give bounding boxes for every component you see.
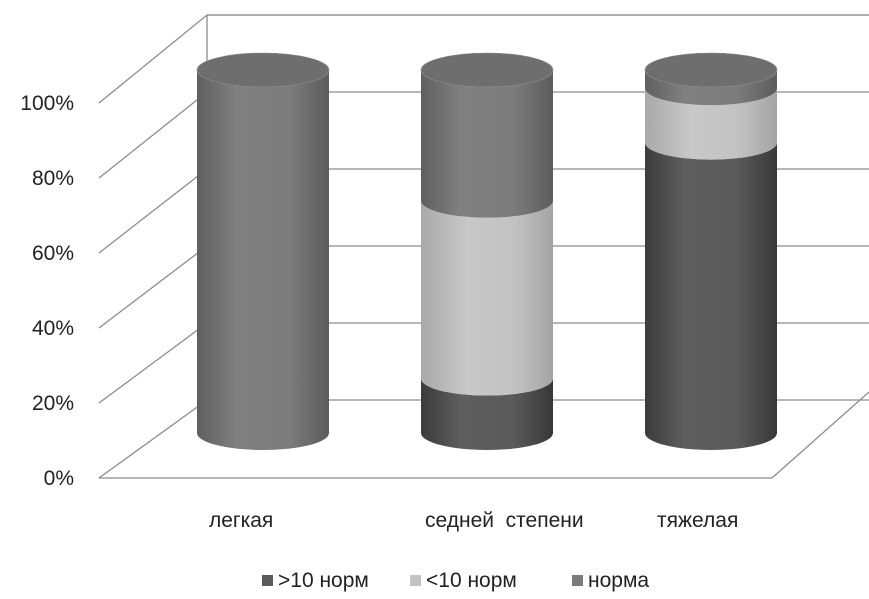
cylinder-bar [196, 52, 330, 450]
x-category-label: тяжелая [657, 509, 738, 532]
y-tick-label: 40% [32, 317, 74, 340]
bar-cap [420, 52, 554, 88]
y-tick-label: 100% [20, 92, 74, 115]
legend-label: <10 норм [426, 569, 517, 592]
legend-item: норма [572, 569, 649, 592]
bar-segment [421, 200, 553, 396]
legend-label: >10 норм [278, 569, 369, 592]
cylinder-bar [644, 52, 778, 450]
legend-item: <10 норм [410, 569, 517, 592]
bar-segment [645, 70, 777, 106]
cylinder-bar [420, 52, 554, 450]
y-axis-ticks: 0% 20% 40% 60% 80% 100% [20, 92, 74, 490]
legend-item: >10 норм [262, 569, 369, 592]
floor-right-edge [771, 391, 869, 479]
legend-swatch [262, 575, 273, 586]
legend-label: норма [588, 569, 649, 592]
bar-segment [421, 378, 553, 450]
x-category-label: легкая [209, 509, 273, 532]
gridline [98, 399, 208, 479]
legend: >10 норм <10 норм норма [262, 569, 649, 592]
y-tick-label: 80% [32, 167, 74, 190]
bar-segment [645, 142, 777, 450]
x-category-label: седней степени [425, 509, 584, 532]
bar-segment [421, 70, 553, 218]
legend-swatch [410, 575, 421, 586]
y-tick-label: 60% [32, 242, 74, 265]
gridline [98, 14, 869, 104]
y-tick-label: 20% [32, 392, 74, 415]
legend-swatch [572, 575, 583, 586]
bar-cap [196, 52, 330, 88]
bars [196, 52, 778, 450]
bar-segment [645, 88, 777, 160]
bar-segment [197, 70, 329, 450]
y-tick-label: 0% [44, 467, 74, 490]
x-axis-categories: легкая седней степени тяжелая [209, 509, 738, 532]
bar-cap [644, 52, 778, 88]
